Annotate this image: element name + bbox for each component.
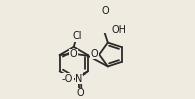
Text: N: N xyxy=(75,74,83,84)
Text: O: O xyxy=(76,88,84,98)
Text: O: O xyxy=(70,49,77,59)
Text: OH: OH xyxy=(112,25,127,35)
Text: +: + xyxy=(80,72,85,77)
Text: O: O xyxy=(102,6,109,16)
Text: -O: -O xyxy=(62,74,73,84)
Text: Cl: Cl xyxy=(73,31,82,41)
Text: O: O xyxy=(91,49,98,59)
